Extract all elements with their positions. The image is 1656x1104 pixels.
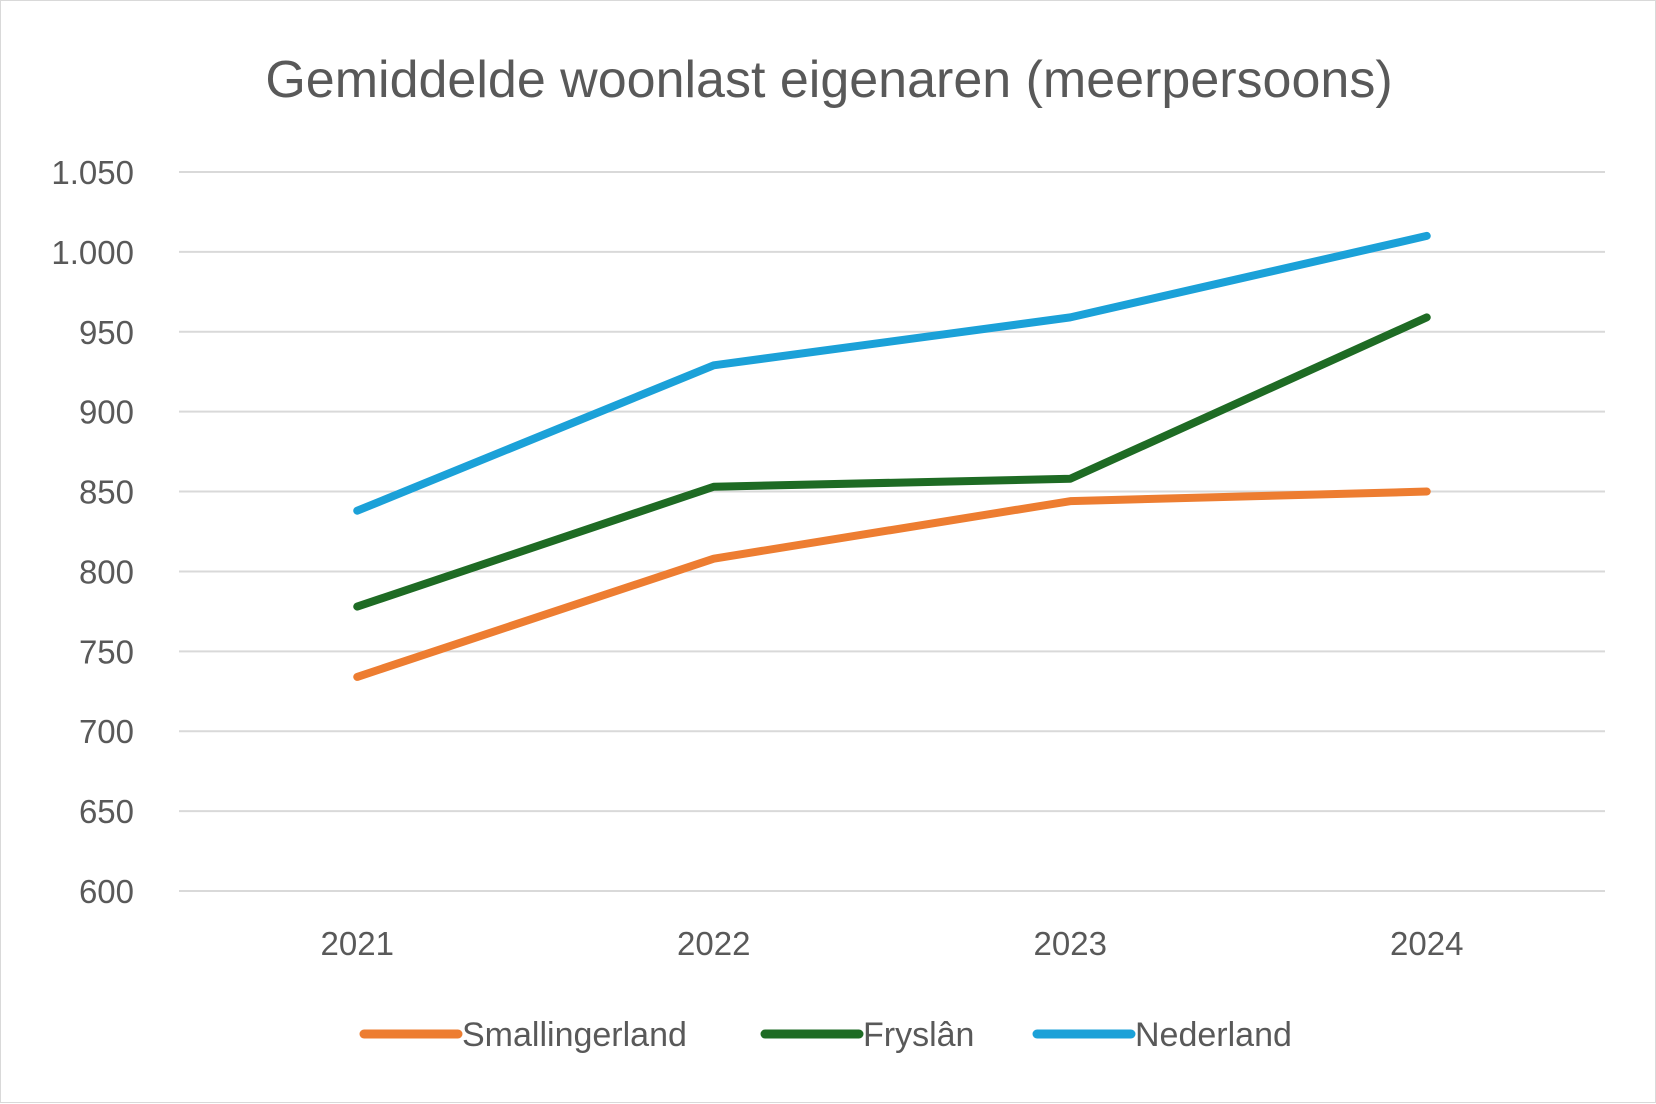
series-lines — [353, 231, 1431, 681]
y-tick-label: 900 — [79, 394, 134, 431]
series-line-nederland — [353, 231, 1431, 515]
x-axis-ticks: 2021 2022 2023 2024 — [321, 925, 1464, 962]
y-tick-label: 600 — [79, 873, 134, 910]
chart-title: Gemiddelde woonlast eigenaren (meerperso… — [265, 51, 1392, 109]
y-tick-label: 800 — [79, 553, 134, 590]
x-tick-label: 2021 — [321, 925, 394, 962]
legend-label: Smallingerland — [462, 1016, 687, 1054]
x-tick-label: 2023 — [1034, 925, 1107, 962]
x-tick-label: 2024 — [1390, 925, 1463, 962]
x-tick-label: 2022 — [677, 925, 750, 962]
y-tick-label: 1.000 — [51, 234, 134, 271]
gridlines — [179, 171, 1605, 892]
y-tick-label: 700 — [79, 713, 134, 750]
y-tick-label: 950 — [79, 314, 134, 351]
y-tick-label: 1.050 — [51, 154, 134, 191]
series-line-smallingerland — [353, 487, 1431, 681]
y-tick-label: 650 — [79, 793, 134, 830]
y-tick-label: 850 — [79, 474, 134, 511]
y-tick-label: 750 — [79, 633, 134, 670]
legend-label: Fryslân — [863, 1016, 974, 1054]
legend-label: Nederland — [1135, 1016, 1292, 1054]
legend: Smallingerland Fryslân Nederland — [359, 1016, 1292, 1054]
series-line-frysl-n — [353, 313, 1431, 611]
y-axis-ticks: 600 650 700 750 800 850 900 950 1.000 1.050 — [51, 154, 134, 910]
